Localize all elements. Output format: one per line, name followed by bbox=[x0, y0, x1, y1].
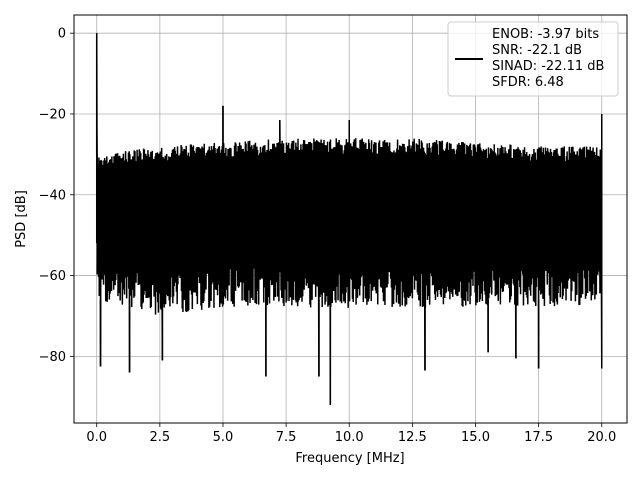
legend-box bbox=[447, 21, 619, 97]
x-tick-label: 0.0 bbox=[86, 430, 107, 445]
x-tick-label: 10.0 bbox=[335, 430, 364, 445]
y-axis-label: PSD [dB] bbox=[14, 190, 29, 248]
x-tick-label: 17.5 bbox=[524, 430, 553, 445]
legend-entry-snr: SNR: -22.1 dB bbox=[492, 43, 582, 58]
x-tick-label: 12.5 bbox=[398, 430, 427, 445]
plot-frame bbox=[73, 14, 628, 424]
y-tick-label: −20 bbox=[39, 107, 66, 122]
legend-entry-sfdr: SFDR: 6.48 bbox=[492, 75, 564, 90]
x-tick-label: 7.5 bbox=[276, 430, 297, 445]
x-tick-label: 2.5 bbox=[150, 430, 171, 445]
x-tick-label: 20.0 bbox=[587, 430, 616, 445]
y-tick-label: −80 bbox=[39, 350, 66, 365]
x-tick-label: 5.0 bbox=[213, 430, 234, 445]
legend-entry-sinad: SINAD: -22.11 dB bbox=[492, 59, 604, 74]
legend: ENOB: -3.97 bits SNR: -22.1 dB SINAD: -2… bbox=[447, 21, 619, 97]
y-tick-label: −60 bbox=[39, 269, 66, 284]
y-tick-label: 0 bbox=[58, 27, 66, 42]
x-tick-label: 15.0 bbox=[461, 430, 490, 445]
x-axis-label: Frequency [MHz] bbox=[295, 451, 404, 466]
y-tick-label: −40 bbox=[39, 188, 66, 203]
axis-ticks: 0.0 2.5 5.0 7.5 10.0 12.5 15.0 17.5 20.0 0 −20 −40 −… bbox=[39, 27, 617, 445]
psd-series bbox=[95, 33, 603, 405]
legend-entry-enob: ENOB: -3.97 bits bbox=[492, 27, 599, 42]
